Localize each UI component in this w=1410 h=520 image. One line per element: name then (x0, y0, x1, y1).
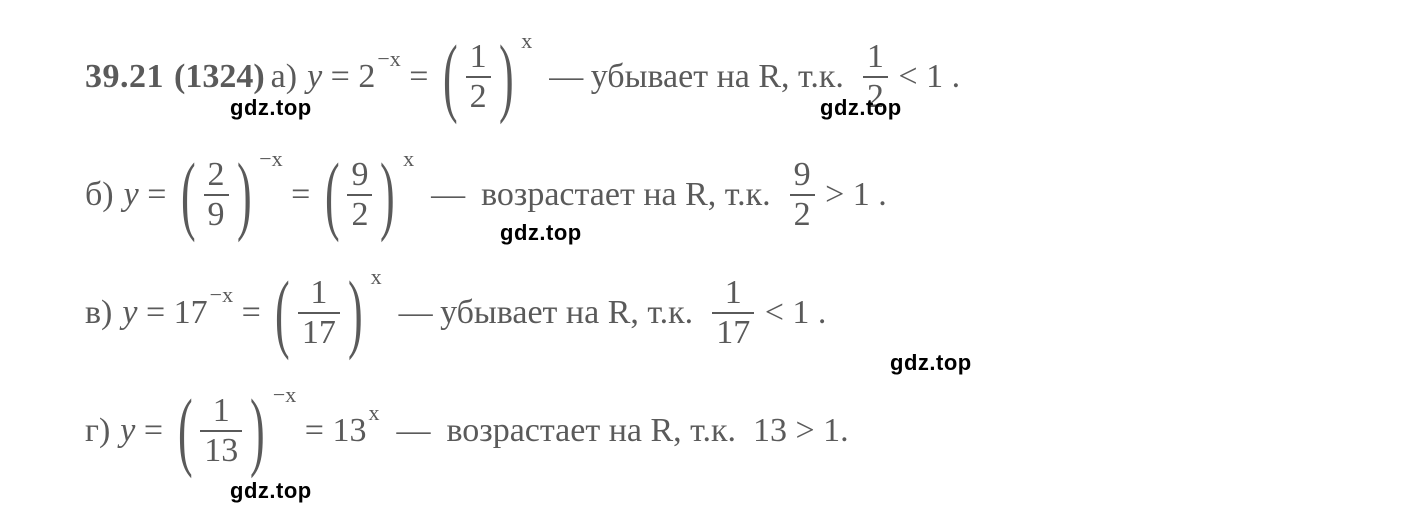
row-d-var: y (120, 412, 135, 450)
row-b-eq-den: 2 (347, 194, 372, 232)
watermark-2: gdz.top (500, 220, 582, 246)
row-d-base-num: 1 (209, 394, 234, 430)
row-d-eqplain: 13 (332, 412, 366, 450)
row-a-eqfrac-num: 1 (466, 40, 491, 76)
row-d-eqplain-exp: x (368, 400, 379, 426)
row-d-behavior: возрастает на R, т.к. (446, 412, 736, 450)
page: 39.21 (1324) а) y = 2 −x = ( 1 2 ) x — у… (0, 0, 1410, 520)
row-c-op: < (765, 294, 784, 332)
row-b-eq-num: 9 (347, 158, 372, 194)
row-b-eqfrac: ( 9 2 ) (319, 158, 401, 232)
row-b-base-den: 9 (204, 194, 229, 232)
row-b-condfrac: 9 2 (790, 158, 815, 232)
row-b-behavior: возрастает на R, т.к. (481, 176, 771, 214)
row-d-negexp: −x (273, 382, 296, 408)
watermark-0: gdz.top (230, 95, 312, 121)
row-c-var: y (122, 294, 137, 332)
row-a-negexp: −x (377, 46, 400, 72)
row-c-condfrac: 1 17 (712, 276, 754, 350)
row-b-cond-num: 9 (790, 158, 815, 194)
row-b-label: б) (85, 176, 114, 214)
row-a-behavior: убывает на R, т.к. (591, 58, 844, 96)
row-c: в) y = 17 −x = ( 1 17 ) x — убывает на R… (85, 254, 1410, 372)
row-b-base-num: 2 (204, 158, 229, 194)
row-a-posexp: x (521, 28, 532, 54)
row-d: г) y = ( 1 13 ) −x = 13 x — возрастает н… (85, 372, 1410, 490)
problem-alt-number: (1324) (174, 58, 265, 96)
row-b-rhs: 1 (853, 176, 870, 214)
problem-number: 39.21 (85, 58, 164, 96)
row-a-parenfrac: ( 1 2 ) (437, 40, 519, 114)
row-d-op: > (795, 412, 814, 450)
row-b-var: y (124, 176, 139, 214)
watermark-4: gdz.top (230, 478, 312, 504)
row-d-label: г) (85, 412, 110, 450)
row-a-op: < (898, 58, 917, 96)
row-c-base: 17 (174, 294, 208, 332)
row-b: б) y = ( 2 9 ) −x = ( 9 2 ) x — возраста… (85, 136, 1410, 254)
watermark-3: gdz.top (890, 350, 972, 376)
row-a-cond-num: 1 (863, 40, 888, 76)
row-c-cond-den: 17 (712, 312, 754, 350)
row-a-rhs: 1 (926, 58, 943, 96)
row-c-rhs: 1 (792, 294, 809, 332)
row-b-negexp: −x (259, 146, 282, 172)
row-c-posexp: x (371, 264, 382, 290)
row-a-base: 2 (358, 58, 375, 96)
row-d-basefrac: ( 1 13 ) (172, 394, 271, 468)
row-c-negexp: −x (210, 282, 233, 308)
row-b-basefrac: ( 2 9 ) (175, 158, 257, 232)
row-d-base-den: 13 (200, 430, 242, 468)
row-c-cond-num: 1 (721, 276, 746, 312)
row-c-eq-den: 17 (298, 312, 340, 350)
row-a-label: а) (271, 58, 297, 96)
row-c-behavior: убывает на R, т.к. (440, 294, 693, 332)
row-a-eqfrac-den: 2 (466, 76, 491, 114)
row-b-op: > (825, 176, 844, 214)
row-a-var: y (307, 58, 322, 96)
row-c-eq-num: 1 (306, 276, 331, 312)
row-c-label: в) (85, 294, 112, 332)
row-b-posexp: x (403, 146, 414, 172)
row-c-eqfrac: ( 1 17 ) (269, 276, 368, 350)
row-b-cond-den: 2 (790, 194, 815, 232)
row-d-cond-lhs: 13 (753, 412, 787, 450)
watermark-1: gdz.top (820, 95, 902, 121)
row-d-rhs: 1 (823, 412, 840, 450)
